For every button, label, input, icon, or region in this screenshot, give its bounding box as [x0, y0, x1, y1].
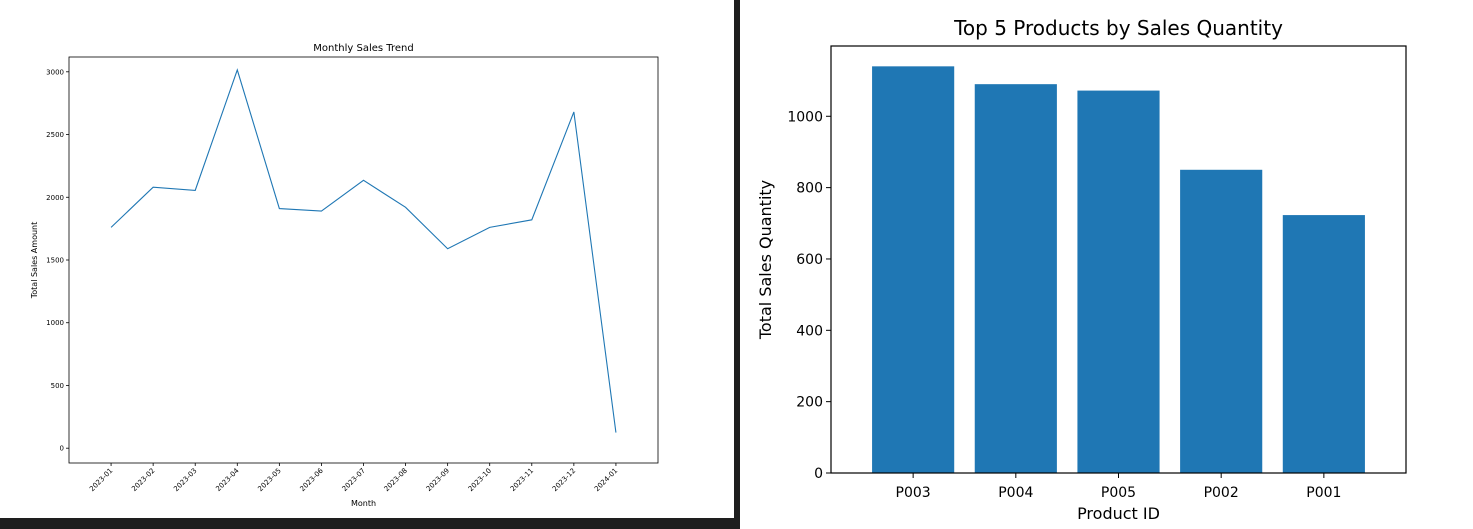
- x-tick-label: P003: [896, 485, 931, 501]
- y-tick-label: 1000: [46, 319, 64, 327]
- x-tick-label: 2023-08: [383, 467, 409, 493]
- y-axis-label: Total Sales Quantity: [756, 180, 775, 340]
- x-tick-label: P005: [1101, 485, 1136, 501]
- x-tick-label: 2023-11: [509, 467, 535, 493]
- y-tick-label: 2500: [46, 131, 64, 139]
- bar: [872, 66, 955, 473]
- y-tick-label: 0: [60, 445, 64, 453]
- x-tick-label: P004: [998, 485, 1033, 501]
- x-tick-label: 2023-10: [467, 467, 493, 493]
- y-tick-label: 3000: [46, 68, 64, 76]
- x-tick-label: 2023-12: [551, 467, 577, 493]
- x-tick-label: 2023-09: [425, 467, 451, 493]
- y-tick-label: 800: [796, 181, 823, 197]
- axis-ticks: 0 200 400 600 800 1000 P003 P004 P005 P002 P001: [787, 109, 1341, 501]
- x-tick-label: 2023-01: [88, 467, 114, 493]
- chart-title: Top 5 Products by Sales Quantity: [953, 16, 1283, 40]
- bar-chart: Top 5 Products by Sales Quantity 0 200 400…: [756, 16, 1407, 523]
- x-tick-label: 2023-04: [214, 466, 241, 493]
- line-series: [110, 68, 617, 433]
- line-chart: Monthly Sales Trend 0 500 1000 1500 2000 2500…: [30, 43, 659, 508]
- x-tick-label: 2023-06: [299, 466, 326, 493]
- x-tick-label: 2023-05: [256, 467, 282, 493]
- y-tick-label: 2000: [46, 194, 64, 202]
- y-tick-label: 600: [796, 252, 823, 268]
- x-axis-label: Product ID: [1077, 504, 1160, 523]
- y-tick-label: 500: [51, 382, 64, 390]
- y-tick-label: 1500: [46, 257, 64, 265]
- bar-series: [872, 66, 1365, 474]
- x-tick-label: 2023-02: [130, 467, 156, 493]
- bar: [1077, 90, 1160, 474]
- x-tick-label: 2023-03: [172, 467, 198, 493]
- bar: [974, 84, 1057, 474]
- y-axis-label: Total Sales Amount: [30, 222, 39, 300]
- bar: [1282, 215, 1365, 474]
- plot-area: [68, 56, 659, 464]
- bar-chart-panel: Top 5 Products by Sales Quantity 0 200 400…: [740, 0, 1473, 529]
- x-tick-label: P001: [1306, 485, 1341, 501]
- axis-ticks: 0 500 1000 1500 2000 2500 3000 2023-01 2023-02 20…: [46, 68, 619, 493]
- chart-title: Monthly Sales Trend: [313, 43, 413, 54]
- panel-divider: [734, 0, 740, 529]
- x-tick-label: P002: [1204, 485, 1239, 501]
- line-chart-panel: Monthly Sales Trend 0 500 1000 1500 2000 2500…: [0, 0, 734, 518]
- plot-frame: [68, 56, 659, 464]
- x-tick-label: 2024-01: [593, 467, 619, 493]
- x-axis-label: Month: [351, 499, 376, 508]
- y-tick-label: 1000: [787, 109, 823, 125]
- x-tick-label: 2023-07: [341, 467, 367, 493]
- series-line: [110, 68, 617, 433]
- y-tick-label: 400: [796, 323, 823, 339]
- y-tick-label: 0: [814, 466, 823, 482]
- y-tick-label: 200: [796, 395, 823, 411]
- bar: [1180, 169, 1263, 473]
